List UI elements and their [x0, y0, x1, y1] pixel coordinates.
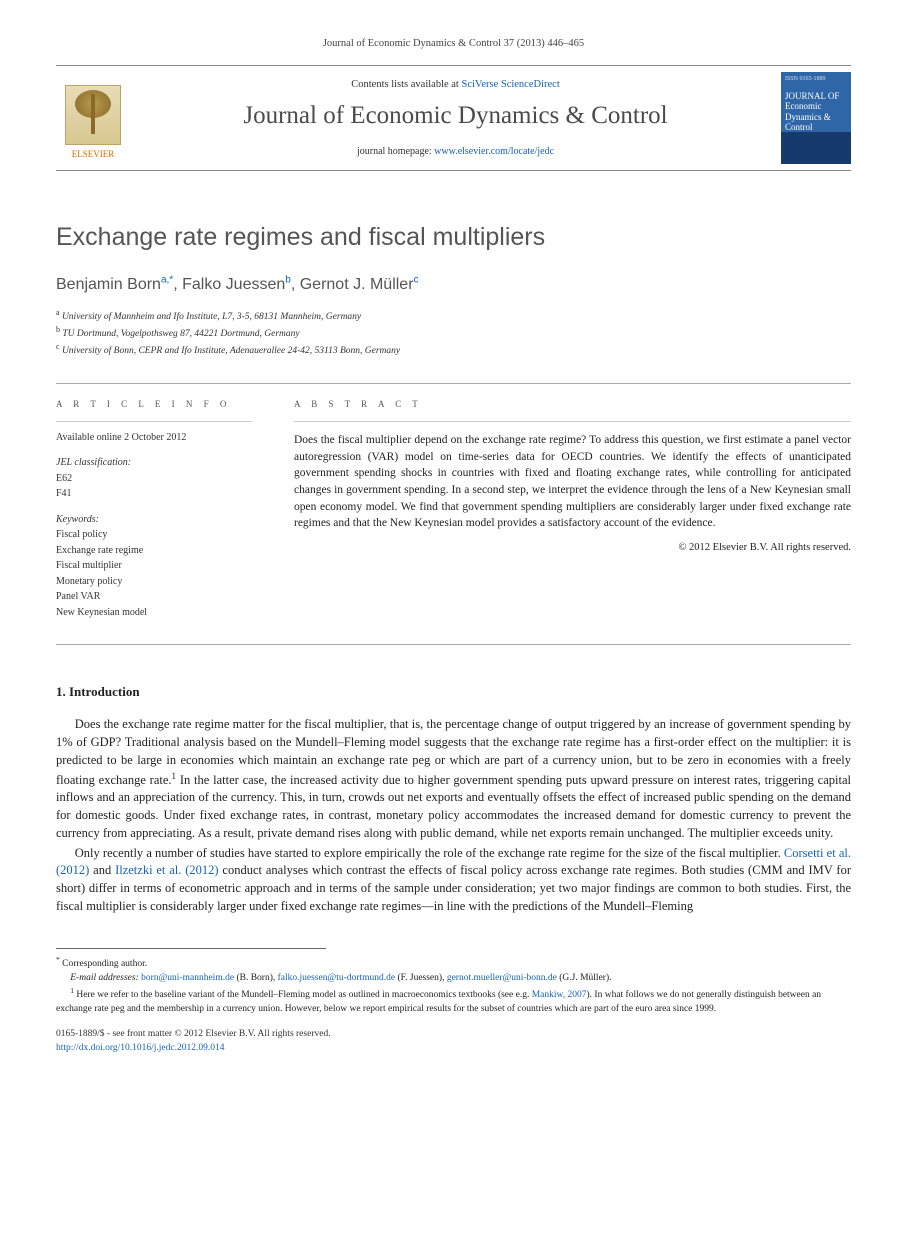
email-link[interactable]: falko.juessen@tu-dortmund.de — [278, 973, 395, 983]
contents-prefix: Contents lists available at — [351, 79, 461, 90]
affiliation-text: University of Bonn, CEPR and Ifo Institu… — [62, 347, 400, 357]
footer-meta: 0165-1889/$ - see front matter © 2012 El… — [56, 1028, 851, 1056]
abstract-body: Does the fiscal multiplier depend on the… — [294, 421, 851, 555]
available-online: Available online 2 October 2012 — [56, 432, 186, 443]
email-link[interactable]: born@uni-mannheim.de — [141, 973, 234, 983]
email-who: (F. Juessen), — [395, 973, 447, 983]
author-sep: , — [291, 276, 300, 293]
para-text: and — [89, 863, 115, 877]
keyword: Fiscal multiplier — [56, 560, 122, 571]
publisher-label: ELSEVIER — [72, 148, 115, 161]
author-name: Benjamin Born — [56, 276, 161, 293]
abstract: a b s t r a c t Does the fiscal multipli… — [272, 384, 851, 645]
affiliation-text: TU Dortmund, Vogelpothsweg 87, 44221 Dor… — [62, 329, 299, 339]
elsevier-tree-icon — [65, 85, 121, 145]
author-name: Gernot J. Müller — [300, 276, 414, 293]
keywords-label: Keywords: — [56, 514, 99, 525]
email-who: (B. Born), — [234, 973, 278, 983]
email-addresses-note: E-mail addresses: born@uni-mannheim.de (… — [56, 972, 851, 985]
running-citation: Journal of Economic Dynamics & Control 3… — [56, 36, 851, 51]
keyword: Panel VAR — [56, 591, 100, 602]
email-who: (G.J. Müller). — [557, 973, 612, 983]
body-paragraph: Only recently a number of studies have s… — [56, 845, 851, 916]
jel-code: E62 — [56, 473, 72, 484]
citation-link[interactable]: Ilzetzki et al. (2012) — [115, 863, 219, 877]
footnotes: * Corresponding author. E-mail addresses… — [56, 955, 851, 1017]
affiliation-line: c University of Bonn, CEPR and Ifo Insti… — [56, 341, 851, 358]
contents-line: Contents lists available at SciVerse Sci… — [140, 77, 771, 92]
abstract-heading: a b s t r a c t — [294, 398, 851, 411]
affiliation-line: b TU Dortmund, Vogelpothsweg 87, 44221 D… — [56, 324, 851, 341]
author-list: Benjamin Borna,*, Falko Juessenb, Gernot… — [56, 273, 851, 296]
para-text: In the latter case, the increased activi… — [56, 773, 851, 840]
keyword: Monetary policy — [56, 576, 122, 587]
article-info: a r t i c l e i n f o Available online 2… — [56, 384, 272, 645]
keywords-block: Keywords: Fiscal policy Exchange rate re… — [56, 512, 252, 621]
email-label: E-mail addresses: — [70, 973, 141, 983]
abstract-copyright: © 2012 Elsevier B.V. All rights reserved… — [294, 540, 851, 555]
masthead-center: Contents lists available at SciVerse Sci… — [140, 77, 771, 159]
jel-block: JEL classification: E62 F41 — [56, 455, 252, 502]
affiliations: a University of Mannheim and Ifo Institu… — [56, 307, 851, 359]
jel-label: JEL classification: — [56, 457, 131, 468]
journal-masthead: ELSEVIER Contents lists available at Sci… — [56, 65, 851, 171]
author-sep: , — [173, 276, 182, 293]
para-text: Only recently a number of studies have s… — [75, 846, 784, 860]
corresponding-author-note: * Corresponding author. — [56, 955, 851, 971]
homepage-prefix: journal homepage: — [357, 146, 434, 157]
journal-cover-thumbnail: ISSN 0165-1889 JOURNAL OF Economic Dynam… — [781, 72, 851, 164]
publisher-logo: ELSEVIER — [56, 75, 130, 161]
affiliation-line: a University of Mannheim and Ifo Institu… — [56, 307, 851, 324]
footnote-text: Corresponding author. — [60, 959, 147, 969]
footnote-text: Here we refer to the baseline variant of… — [74, 991, 532, 1001]
email-link[interactable]: gernot.mueller@uni-bonn.de — [447, 973, 557, 983]
citation-link[interactable]: Mankiw, 2007 — [532, 991, 587, 1001]
section-heading: 1. Introduction — [56, 683, 851, 702]
abstract-text: Does the fiscal multiplier depend on the… — [294, 434, 851, 529]
sciencedirect-link[interactable]: SciVerse ScienceDirect — [461, 79, 559, 90]
cover-title-text: JOURNAL OF Economic Dynamics & Control — [785, 91, 847, 132]
homepage-line: journal homepage: www.elsevier.com/locat… — [140, 145, 771, 160]
doi-line: http://dx.doi.org/10.1016/j.jedc.2012.09… — [56, 1042, 851, 1056]
cover-top-text: ISSN 0165-1889 — [785, 76, 847, 83]
article-title: Exchange rate regimes and fiscal multipl… — [56, 219, 851, 255]
author-affil-mark: c — [414, 275, 419, 286]
section-title: Introduction — [69, 684, 140, 699]
journal-name: Journal of Economic Dynamics & Control — [140, 98, 771, 134]
journal-homepage-link[interactable]: www.elsevier.com/locate/jedc — [434, 146, 554, 157]
author-affil-mark: a,* — [161, 275, 173, 286]
article-info-heading: a r t i c l e i n f o — [56, 398, 252, 411]
keyword: Fiscal policy — [56, 529, 107, 540]
issn-line: 0165-1889/$ - see front matter © 2012 El… — [56, 1028, 851, 1042]
keyword: Exchange rate regime — [56, 545, 143, 556]
doi-value: 10.1016/j.jedc.2012.09.014 — [120, 1043, 224, 1053]
body-paragraph: Does the exchange rate regime matter for… — [56, 716, 851, 842]
author-name: Falko Juessen — [182, 276, 285, 293]
section-number: 1. — [56, 684, 66, 699]
doi-link[interactable]: http://dx.doi.org/10.1016/j.jedc.2012.09… — [56, 1043, 224, 1053]
affiliation-text: University of Mannheim and Ifo Institute… — [62, 312, 361, 322]
info-abstract-block: a r t i c l e i n f o Available online 2… — [56, 383, 851, 646]
availability-block: Available online 2 October 2012 — [56, 421, 252, 446]
footnote-rule — [56, 948, 326, 955]
footnote-1: 1 Here we refer to the baseline variant … — [56, 986, 851, 1016]
keyword: New Keynesian model — [56, 607, 147, 618]
doi-prefix: http://dx.doi.org/ — [56, 1043, 120, 1053]
jel-code: F41 — [56, 488, 72, 499]
